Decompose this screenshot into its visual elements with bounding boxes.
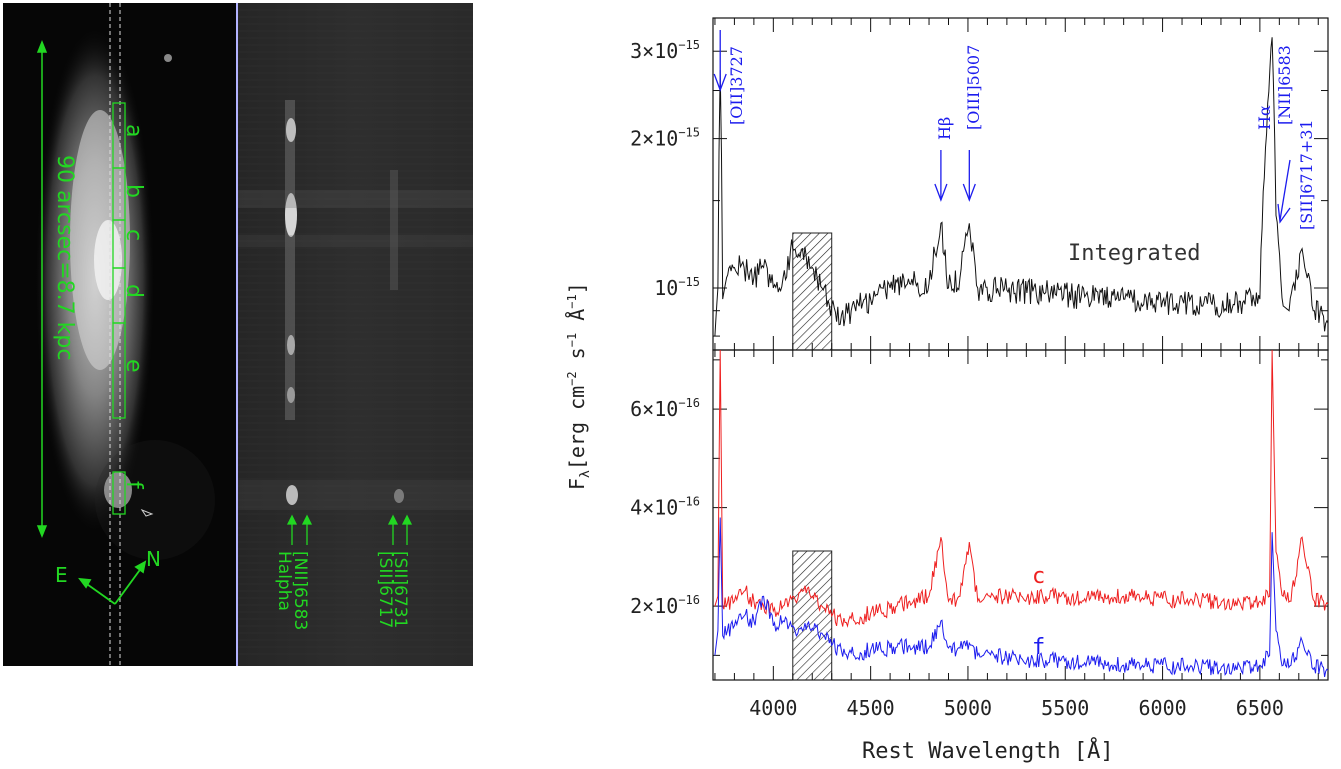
top-annotations: [OII]3727 Hβ [OIII]5007 Hα [NII]6583[SII]671… bbox=[713, 30, 1316, 230]
annotation-label: [OII]3727 bbox=[727, 46, 746, 125]
compass-north-label: N bbox=[146, 547, 161, 571]
annotation-label: Hβ bbox=[935, 117, 954, 140]
annotation-label: [SII]6717+31 bbox=[1297, 119, 1316, 230]
scale-bar bbox=[36, 39, 48, 539]
top-ytick-label: 3×10−15 bbox=[630, 38, 700, 63]
compass bbox=[78, 560, 147, 605]
slit-letter-f: f bbox=[121, 481, 146, 490]
xtick-label: 5500 bbox=[1041, 696, 1089, 720]
xtick-label: 4000 bbox=[749, 696, 797, 720]
galaxy-image-panel: 90 arcsec=8.7 kpc a b c d e f E N bbox=[3, 3, 236, 666]
top-series-group bbox=[714, 37, 1329, 337]
bottom-ytick-label: 4×10−16 bbox=[630, 495, 700, 520]
bottom-series-group bbox=[714, 349, 1329, 677]
scale-label: 90 arcsec=8.7 kpc bbox=[52, 155, 77, 360]
integrated-label: Integrated bbox=[1068, 241, 1200, 266]
slit-letter-b: b bbox=[121, 184, 146, 198]
aperture-boxes bbox=[112, 102, 126, 515]
top-yticks: 3×10−15 2×10−15 10−15 bbox=[630, 38, 1328, 337]
bottom-yticks: 6×10−16 4×10−16 2×10−16 bbox=[630, 359, 1328, 656]
bottom-hatched-region bbox=[792, 550, 833, 681]
slit-letter-group: a b c d e f bbox=[121, 124, 146, 490]
x-axis-label: Rest Wavelength [Å] bbox=[862, 737, 1114, 764]
slit-letter-c: c bbox=[121, 229, 146, 241]
nii6583-label: [NII]6583 bbox=[290, 551, 310, 630]
y-axis-label: Fλ[erg cm−2 s−1 Å−1] bbox=[565, 282, 593, 490]
xticks: 4000 4500 5000 5500 6000 6500 bbox=[714, 18, 1319, 720]
xtick-label: 4500 bbox=[847, 696, 895, 720]
top-ytick-label: 10−15 bbox=[654, 275, 700, 300]
xtick-label: 6500 bbox=[1236, 696, 1284, 720]
series-c-line bbox=[714, 349, 1329, 628]
series-f-line bbox=[714, 517, 1329, 677]
bottom-ytick-label: 2×10−16 bbox=[630, 593, 700, 618]
sii6717-label: [SII]6717 bbox=[375, 551, 395, 628]
spectrum-2d-panel: Halpha [NII]6583 [SII]6717 [SII]6731 bbox=[238, 3, 473, 666]
spectra-plot: 3×10−15 2×10−15 10−15 6×10−16 4×10−16 2×10−1… bbox=[565, 17, 1329, 764]
series-c-label: c bbox=[1032, 564, 1045, 589]
bottom-ytick-label: 6×10−16 bbox=[630, 396, 700, 421]
annotation-label: [OIII]5007 bbox=[964, 45, 983, 130]
xtick-label: 5000 bbox=[944, 696, 992, 720]
halpha-label: Halpha bbox=[274, 551, 294, 611]
svg-text:Fλ[erg cm−2 s−1 Å−1]: Fλ[erg cm−2 s−1 Å−1] bbox=[565, 282, 593, 490]
xtick-label: 6000 bbox=[1138, 696, 1186, 720]
bottom-panel-frame bbox=[712, 349, 1329, 681]
annotation-label: [NII]6583 bbox=[1275, 45, 1294, 125]
series-f-label: f bbox=[1032, 635, 1045, 660]
annotation-label: Hα bbox=[1255, 105, 1274, 130]
slit-letter-e: e bbox=[121, 359, 146, 373]
compass-east-label: E bbox=[55, 563, 68, 587]
slit-letter-a: a bbox=[121, 124, 146, 137]
sii6731-label: [SII]6731 bbox=[390, 551, 410, 628]
top-ytick-label: 2×10−15 bbox=[630, 126, 700, 151]
top-hatched-region bbox=[792, 232, 833, 351]
slit-letter-d: d bbox=[121, 284, 146, 298]
series-integrated-line bbox=[714, 37, 1329, 337]
